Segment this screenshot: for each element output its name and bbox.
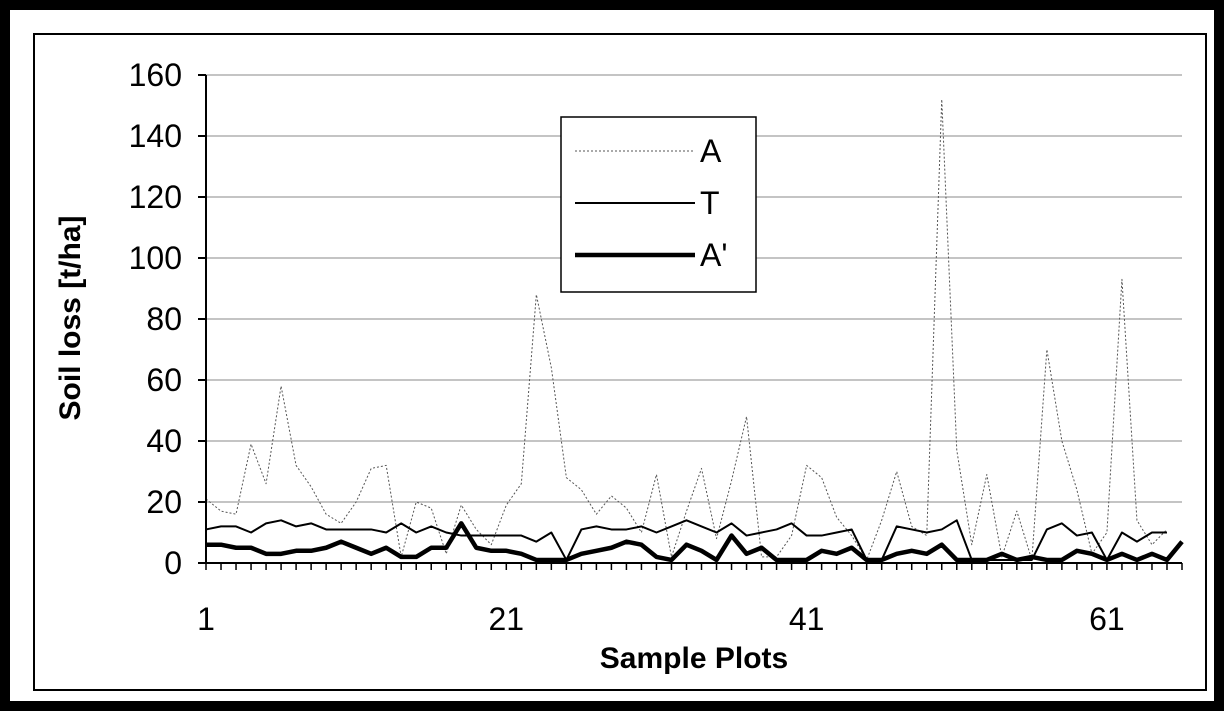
legend: AT A' [560, 116, 757, 293]
legend-label: T [700, 185, 720, 221]
legend-label: A [700, 133, 722, 169]
x-tick-label: 21 [489, 601, 525, 637]
y-axis-label: Soil loss [t/ha] [54, 215, 87, 420]
y-tick-label: 40 [146, 423, 182, 459]
x-tick-label: 41 [789, 601, 825, 637]
y-tick-label: 100 [129, 240, 182, 276]
y-tick-label: 120 [129, 179, 182, 215]
x-tick-label: 1 [197, 601, 215, 637]
y-tick-label: 160 [129, 57, 182, 93]
legend-box [560, 116, 757, 293]
legend-label: A' [700, 237, 727, 273]
y-tick-label: 0 [164, 545, 182, 581]
y-tick-label: 60 [146, 362, 182, 398]
y-tick-label: 20 [146, 484, 182, 520]
x-axis-label: Sample Plots [600, 642, 788, 675]
x-axis-ticks: 1 21 41 61 [197, 563, 1183, 637]
series-line-1 [205, 519, 1167, 561]
y-tick-label: 140 [129, 118, 182, 154]
series-line-2 [206, 521, 1184, 563]
y-tick-label: 80 [146, 301, 182, 337]
x-tick-label: 61 [1089, 601, 1125, 637]
plot-area: 0 20 40 60 80 100 120 140 160 1 21 41 61 [129, 57, 1184, 637]
series-line-0 [205, 98, 1168, 561]
series-layer [205, 98, 1184, 563]
y-axis-ticks: 0 20 40 60 80 100 120 140 160 [129, 57, 206, 581]
